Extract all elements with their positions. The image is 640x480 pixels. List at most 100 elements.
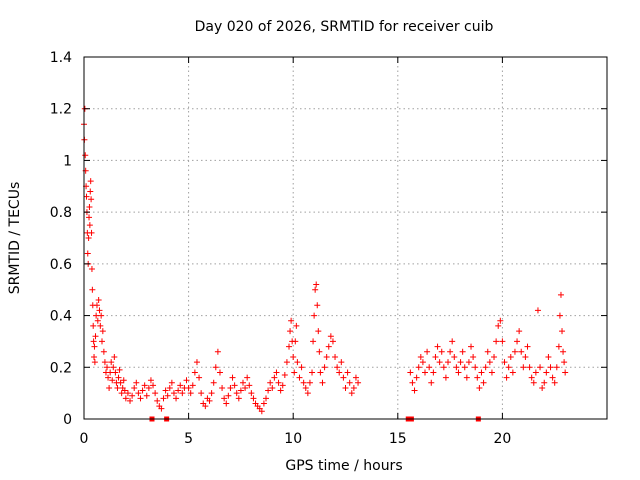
data-point (421, 369, 428, 376)
data-point (470, 353, 477, 360)
data-point (250, 395, 257, 402)
data-point (524, 343, 531, 350)
data-point (179, 390, 186, 397)
data-point (314, 302, 321, 309)
data-point (559, 328, 566, 335)
data-point (457, 359, 464, 366)
data-point (114, 384, 121, 391)
data-point (105, 374, 112, 381)
data-point (325, 343, 332, 350)
data-point (139, 387, 146, 394)
data-point (447, 348, 454, 355)
data-point (292, 338, 299, 345)
data-point (556, 312, 563, 319)
data-point (534, 307, 541, 314)
data-point (300, 379, 307, 386)
data-point (451, 353, 458, 360)
y-tick-label: 1 (63, 153, 72, 169)
data-point (455, 369, 462, 376)
data-point (196, 374, 203, 381)
data-point (543, 369, 550, 376)
data-point (287, 328, 294, 335)
data-point (93, 302, 100, 309)
data-point (273, 369, 280, 376)
data-point (86, 222, 93, 229)
data-point (294, 359, 301, 366)
y-tick-label: 0.4 (50, 309, 72, 325)
data-point (96, 307, 103, 314)
data-point (352, 374, 359, 381)
data-point (432, 353, 439, 360)
data-point (549, 374, 556, 381)
data-point (298, 364, 305, 371)
data-point (290, 353, 297, 360)
plot-frame (83, 56, 608, 420)
data-point (166, 384, 173, 391)
data-point (185, 384, 192, 391)
data-point (468, 343, 475, 350)
data-point (329, 338, 336, 345)
data-point (417, 353, 424, 360)
data-point (342, 384, 349, 391)
data-point (108, 359, 115, 366)
data-point (279, 382, 286, 389)
data-point (411, 387, 418, 394)
y-axis-label: SRMTID / TECUs (7, 182, 23, 295)
data-point (419, 359, 426, 366)
data-point (122, 395, 129, 402)
data-point (304, 390, 311, 397)
data-point (265, 387, 272, 394)
data-point (115, 374, 122, 381)
data-point (237, 387, 244, 394)
data-point (82, 152, 89, 159)
data-point (137, 395, 144, 402)
x-axis-label: GPS time / hours (285, 458, 402, 474)
y-tick-label: 0.8 (50, 205, 72, 221)
data-point (107, 369, 114, 376)
data-point (424, 348, 431, 355)
data-point (482, 364, 489, 371)
data-point (98, 312, 105, 319)
x-tick-label: 0 (80, 431, 89, 447)
data-point (407, 369, 414, 376)
data-point (221, 395, 228, 402)
data-point (436, 359, 443, 366)
data-point (91, 359, 98, 366)
data-point (495, 322, 502, 329)
data-point (484, 348, 491, 355)
data-point (117, 379, 124, 386)
data-point (267, 379, 274, 386)
data-point (89, 286, 96, 293)
data-point (323, 353, 330, 360)
data-point (562, 369, 569, 376)
data-point (434, 343, 441, 350)
data-point (227, 384, 234, 391)
data-point (334, 364, 341, 371)
data-point (145, 384, 152, 391)
data-point (493, 338, 500, 345)
data-point (164, 392, 171, 399)
data-point (507, 353, 514, 360)
data-point (91, 353, 98, 360)
data-point (317, 369, 324, 376)
data-point (152, 390, 159, 397)
data-point (530, 379, 537, 386)
data-point (223, 400, 230, 407)
data-point (208, 390, 215, 397)
axis-ticks: 0 0.2 0.4 0.6 0.8 1 1.2 1.4 0 5 10 15 20 (50, 50, 607, 447)
data-point (415, 364, 422, 371)
data-point (87, 178, 94, 185)
grid-lines (84, 57, 607, 419)
data-point (547, 364, 554, 371)
data-point (210, 379, 217, 386)
data-point (442, 374, 449, 381)
data-point (116, 366, 123, 373)
data-point (91, 343, 98, 350)
data-point (539, 384, 546, 391)
data-point (340, 374, 347, 381)
data-point (127, 397, 134, 404)
data-point (474, 374, 481, 381)
data-point (463, 374, 470, 381)
data-point (344, 369, 351, 376)
